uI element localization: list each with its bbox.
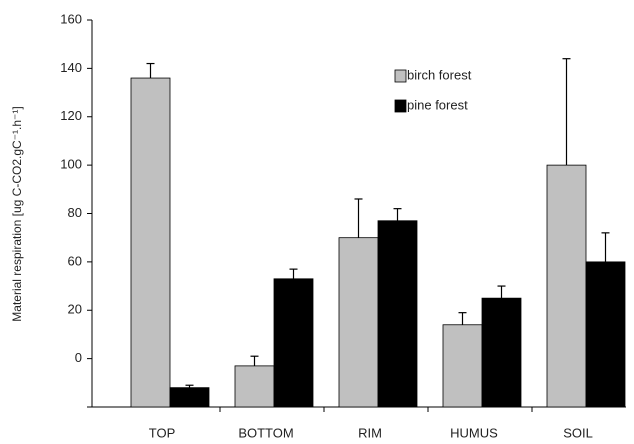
y-tick-label: 0 bbox=[75, 350, 82, 365]
x-tick-label: SOIL bbox=[563, 425, 593, 440]
error-bar bbox=[601, 232, 610, 262]
error-bar bbox=[354, 198, 363, 238]
bar bbox=[169, 387, 210, 408]
bar bbox=[338, 237, 379, 408]
x-tick-label: BOTTOM bbox=[238, 425, 293, 440]
bar bbox=[234, 365, 275, 408]
y-tick-label: 100 bbox=[60, 157, 82, 172]
x-tick-label: RIM bbox=[358, 425, 382, 440]
error-bar bbox=[146, 62, 155, 79]
y-tick-label: 60 bbox=[68, 253, 82, 268]
error-bar bbox=[562, 58, 571, 166]
bar bbox=[481, 297, 522, 408]
y-tick-label: 20 bbox=[68, 302, 82, 317]
bar bbox=[377, 220, 418, 408]
legend-label: birch forest bbox=[407, 67, 472, 82]
x-tick-label: HUMUS bbox=[450, 425, 498, 440]
error-bar bbox=[185, 384, 194, 388]
y-tick-label: 160 bbox=[60, 11, 82, 26]
legend-swatch bbox=[394, 99, 407, 113]
bar bbox=[546, 164, 587, 408]
error-bar bbox=[250, 355, 259, 366]
error-bar bbox=[458, 312, 467, 325]
y-tick-label: 120 bbox=[60, 108, 82, 123]
y-tick-label: 80 bbox=[68, 205, 82, 220]
error-bar bbox=[497, 285, 506, 299]
legend-label: pine forest bbox=[407, 97, 468, 112]
error-bar bbox=[289, 268, 298, 279]
bar bbox=[273, 278, 314, 408]
bar bbox=[130, 77, 171, 408]
x-tick-label: TOP bbox=[149, 425, 176, 440]
bar bbox=[585, 261, 626, 408]
y-axis-label: Material respiration [ug C-CO2.gC⁻¹.h⁻¹] bbox=[10, 106, 24, 321]
legend-swatch bbox=[394, 69, 407, 83]
error-bar bbox=[393, 208, 402, 221]
bar bbox=[442, 324, 483, 408]
y-tick-label: 140 bbox=[60, 60, 82, 75]
